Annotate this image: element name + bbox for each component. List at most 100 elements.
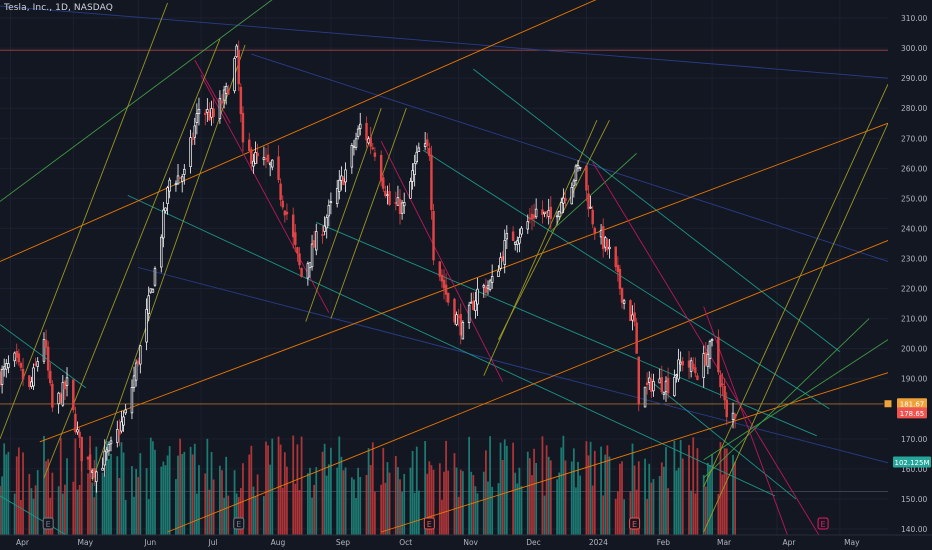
candle-body <box>528 217 532 220</box>
candle-body <box>428 147 431 157</box>
trendline <box>0 2 168 439</box>
candle-body <box>578 166 582 169</box>
candle-body <box>696 375 699 381</box>
volume-bar <box>725 448 728 535</box>
candle-body <box>17 353 21 363</box>
volume-bar <box>447 470 450 535</box>
candle-body <box>645 382 649 386</box>
time-tick-label: Feb <box>657 538 671 547</box>
volume-bar <box>719 442 722 535</box>
candle-body <box>486 285 490 289</box>
candle-body <box>691 363 695 369</box>
volume-bar <box>497 483 500 535</box>
candle-body <box>327 205 331 217</box>
time-axis-background <box>0 535 932 550</box>
volume-bar <box>327 464 330 535</box>
volume-bar <box>457 496 460 535</box>
candle-body <box>93 468 96 478</box>
volume-bar <box>28 473 31 535</box>
volume-bar <box>342 470 345 535</box>
candle-body <box>733 413 737 419</box>
candle-body <box>664 380 668 393</box>
candle-body <box>694 367 697 374</box>
volume-bar <box>732 454 734 535</box>
volume-bar <box>338 436 341 535</box>
volume-bar <box>403 473 406 535</box>
volume-bar <box>206 438 209 535</box>
volume-bar <box>660 462 663 535</box>
candle-body <box>574 165 578 181</box>
volume-bar <box>512 442 514 535</box>
trendline <box>316 222 817 437</box>
volume-bar <box>149 437 152 535</box>
candle-body <box>717 336 720 373</box>
earnings-marker <box>817 517 829 530</box>
volume-bar <box>503 439 506 535</box>
volume-bar <box>5 454 8 535</box>
volume-bar <box>135 468 138 535</box>
candle-body <box>325 217 328 229</box>
volume-bar <box>15 456 18 535</box>
candle-body <box>160 236 163 268</box>
candle-body <box>382 177 385 189</box>
candle-body <box>411 170 414 182</box>
price-badge-label: 181.67 <box>900 401 925 409</box>
volume-bar <box>51 472 54 535</box>
candle-body <box>191 138 194 140</box>
volume-bar <box>562 435 565 535</box>
candle-body <box>42 339 46 362</box>
volume-bar <box>175 479 177 535</box>
volume-bar <box>181 454 184 535</box>
candle-body <box>306 263 310 279</box>
volume-bar <box>152 441 154 535</box>
candle-body <box>118 430 121 435</box>
candle-body <box>413 162 416 175</box>
candle-body <box>162 209 165 239</box>
trendline <box>330 108 407 319</box>
volume-bar <box>59 437 62 535</box>
candle-body <box>637 356 641 405</box>
candle-body <box>149 288 153 293</box>
volume-bar <box>441 499 443 535</box>
candle-body <box>469 301 473 304</box>
candle-body <box>675 374 678 377</box>
candle-body <box>689 360 693 372</box>
volume-bar <box>292 435 295 535</box>
volume-bar <box>105 441 108 535</box>
volume-bar <box>707 462 709 535</box>
volume-bar <box>692 437 695 535</box>
time-tick-label: May <box>844 538 860 547</box>
price-axis: 310.00 300.00 290.00 280.00 270.00 260.00 250.… <box>888 0 932 550</box>
candle-body <box>631 314 634 321</box>
candle-body <box>446 292 450 303</box>
candle-body <box>570 186 573 205</box>
candle-body <box>153 268 157 286</box>
earnings-marker-label: E <box>632 520 637 529</box>
candle-body <box>283 210 287 216</box>
volume-bar <box>602 495 605 535</box>
volume-bar <box>277 436 280 535</box>
volume-bar <box>411 450 414 535</box>
volume-bar <box>518 467 521 535</box>
candle-body <box>271 159 274 168</box>
volume-bar <box>57 486 60 535</box>
candle-body <box>340 175 343 181</box>
candle-body <box>180 176 184 182</box>
volume-bar <box>267 445 269 535</box>
candle-body <box>384 190 387 197</box>
earnings-marker-label: E <box>821 520 826 529</box>
volume-bar <box>321 451 324 535</box>
candle-body <box>373 152 377 157</box>
candle-body <box>350 145 354 168</box>
price-tick-label: 220.00 <box>901 285 927 294</box>
candles <box>0 40 737 493</box>
candle-body <box>312 240 316 248</box>
volume-bar <box>459 469 462 535</box>
volume-bar <box>166 455 169 535</box>
candle-body <box>197 108 201 114</box>
candle-body <box>224 86 228 94</box>
candle-body <box>652 381 655 392</box>
candle-body <box>526 221 530 230</box>
